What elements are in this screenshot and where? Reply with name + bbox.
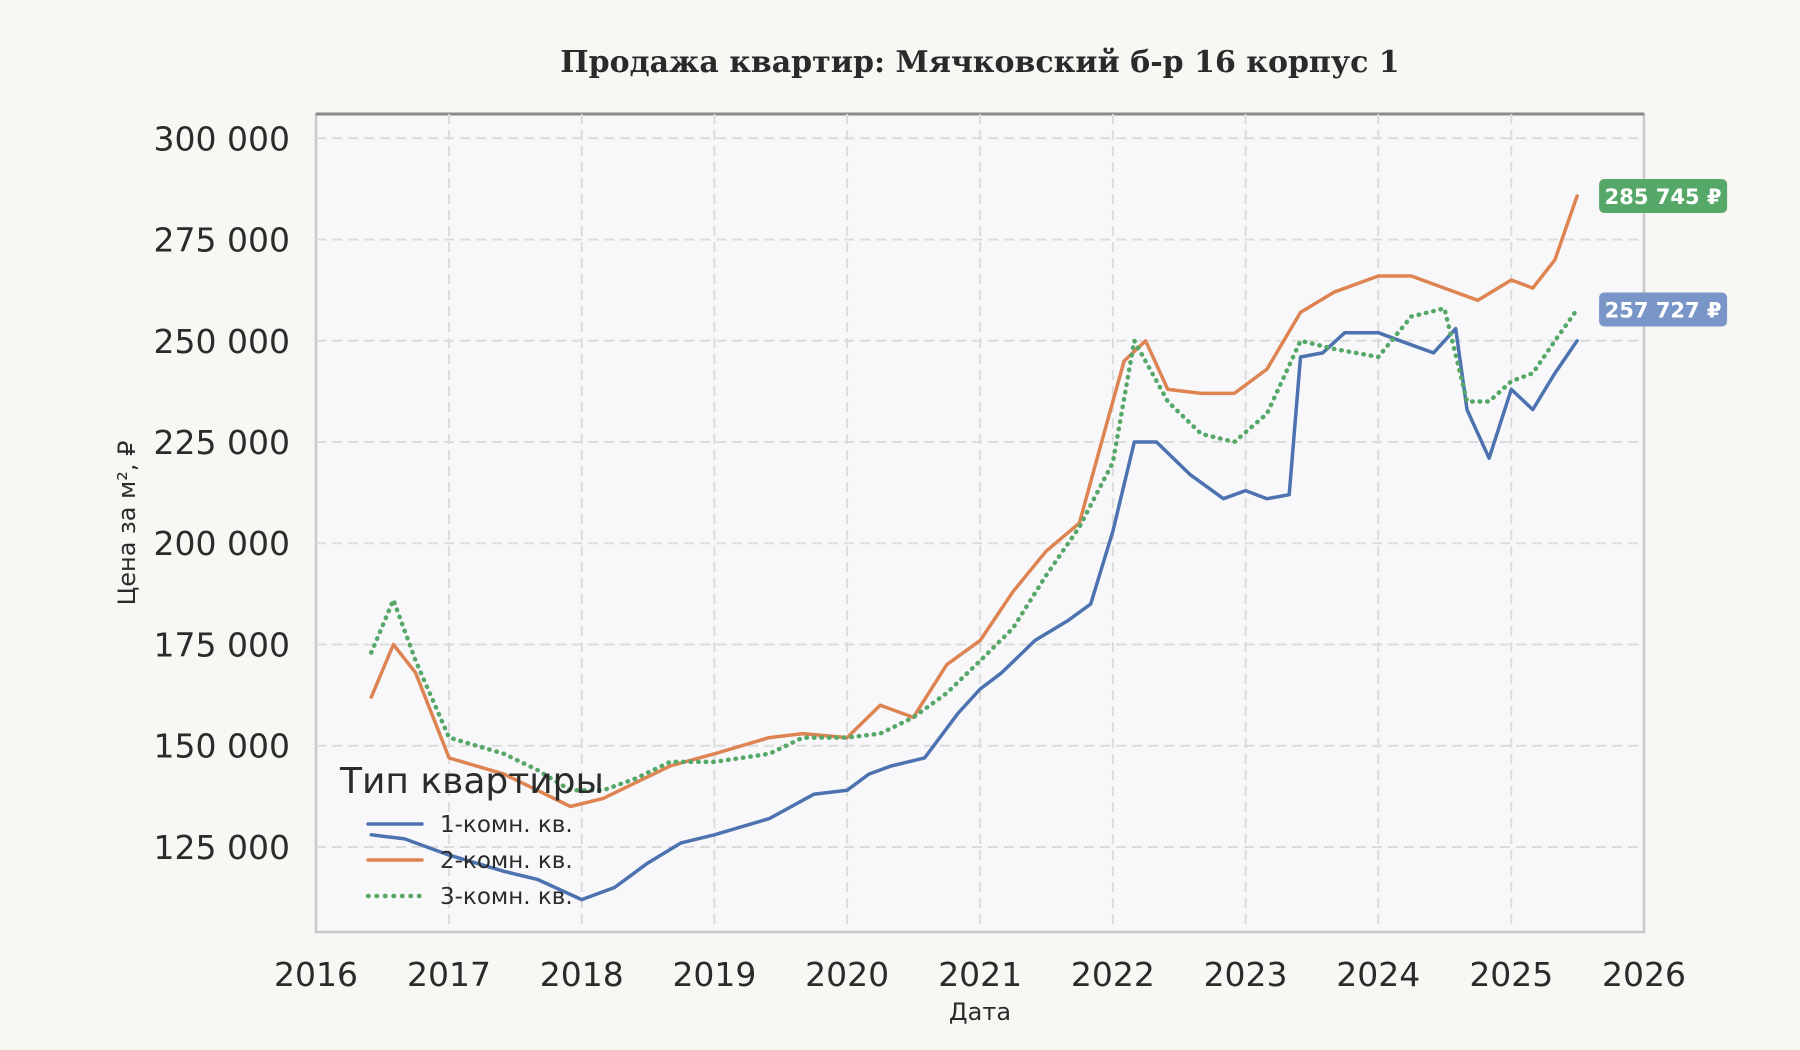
y-axis-label: Цена за м², ₽: [113, 441, 141, 606]
legend-title: Тип квартиры: [339, 761, 604, 802]
annotation-group: 285 745 ₽ 257 727 ₽: [1599, 179, 1728, 327]
legend-label-3: 3-комн. кв.: [440, 884, 573, 910]
y-tick-label: 200 000: [154, 524, 290, 563]
x-tick-label: 2017: [407, 955, 491, 994]
chart-title: Продажа квартир: Мячковский б-р 16 корпу…: [560, 45, 1399, 80]
y-tick-label: 225 000: [154, 423, 290, 462]
x-tick-label: 2023: [1204, 955, 1288, 994]
x-tick-label: 2021: [938, 955, 1022, 994]
legend-label-2: 2-комн. кв.: [440, 848, 573, 874]
y-tick-label: 150 000: [154, 727, 290, 766]
value-badge-text-1: 285 745 ₽: [1605, 185, 1722, 209]
x-axis: 2016 2017 2018 2019 2020 2021 2022 2023 2024 2025…: [274, 955, 1686, 994]
value-badge-text-2: 257 727 ₽: [1605, 298, 1722, 322]
x-tick-label: 2018: [540, 955, 624, 994]
y-tick-label: 250 000: [154, 322, 290, 361]
x-axis-label: Дата: [949, 998, 1011, 1026]
y-tick-label: 175 000: [154, 625, 290, 664]
y-axis: 125 000 150 000 175 000 200 000 225 000 250 0…: [154, 119, 290, 867]
y-tick-label: 300 000: [154, 119, 290, 158]
series-line-2: [369, 194, 1579, 809]
legend: Тип квартиры 1-комн. кв. 2-комн. кв. 3-ком…: [339, 761, 604, 910]
y-tick-label: 125 000: [154, 828, 290, 867]
x-tick-label: 2016: [274, 955, 358, 994]
x-tick-label: 2022: [1071, 955, 1155, 994]
x-tick-label: 2019: [672, 955, 756, 994]
value-badge-1: [1599, 179, 1728, 214]
series-line-3: [369, 306, 1580, 793]
x-tick-label: 2020: [805, 955, 889, 994]
x-tick-label: 2025: [1469, 955, 1553, 994]
series-line-1: [369, 326, 1579, 902]
legend-label-1: 1-комн. кв.: [440, 812, 573, 838]
y-tick-label: 275 000: [154, 221, 290, 260]
x-tick-label: 2024: [1336, 955, 1420, 994]
value-badge-2: [1599, 292, 1728, 327]
series-group: [369, 194, 1580, 902]
grid: [316, 114, 1644, 932]
x-tick-label: 2026: [1602, 955, 1686, 994]
